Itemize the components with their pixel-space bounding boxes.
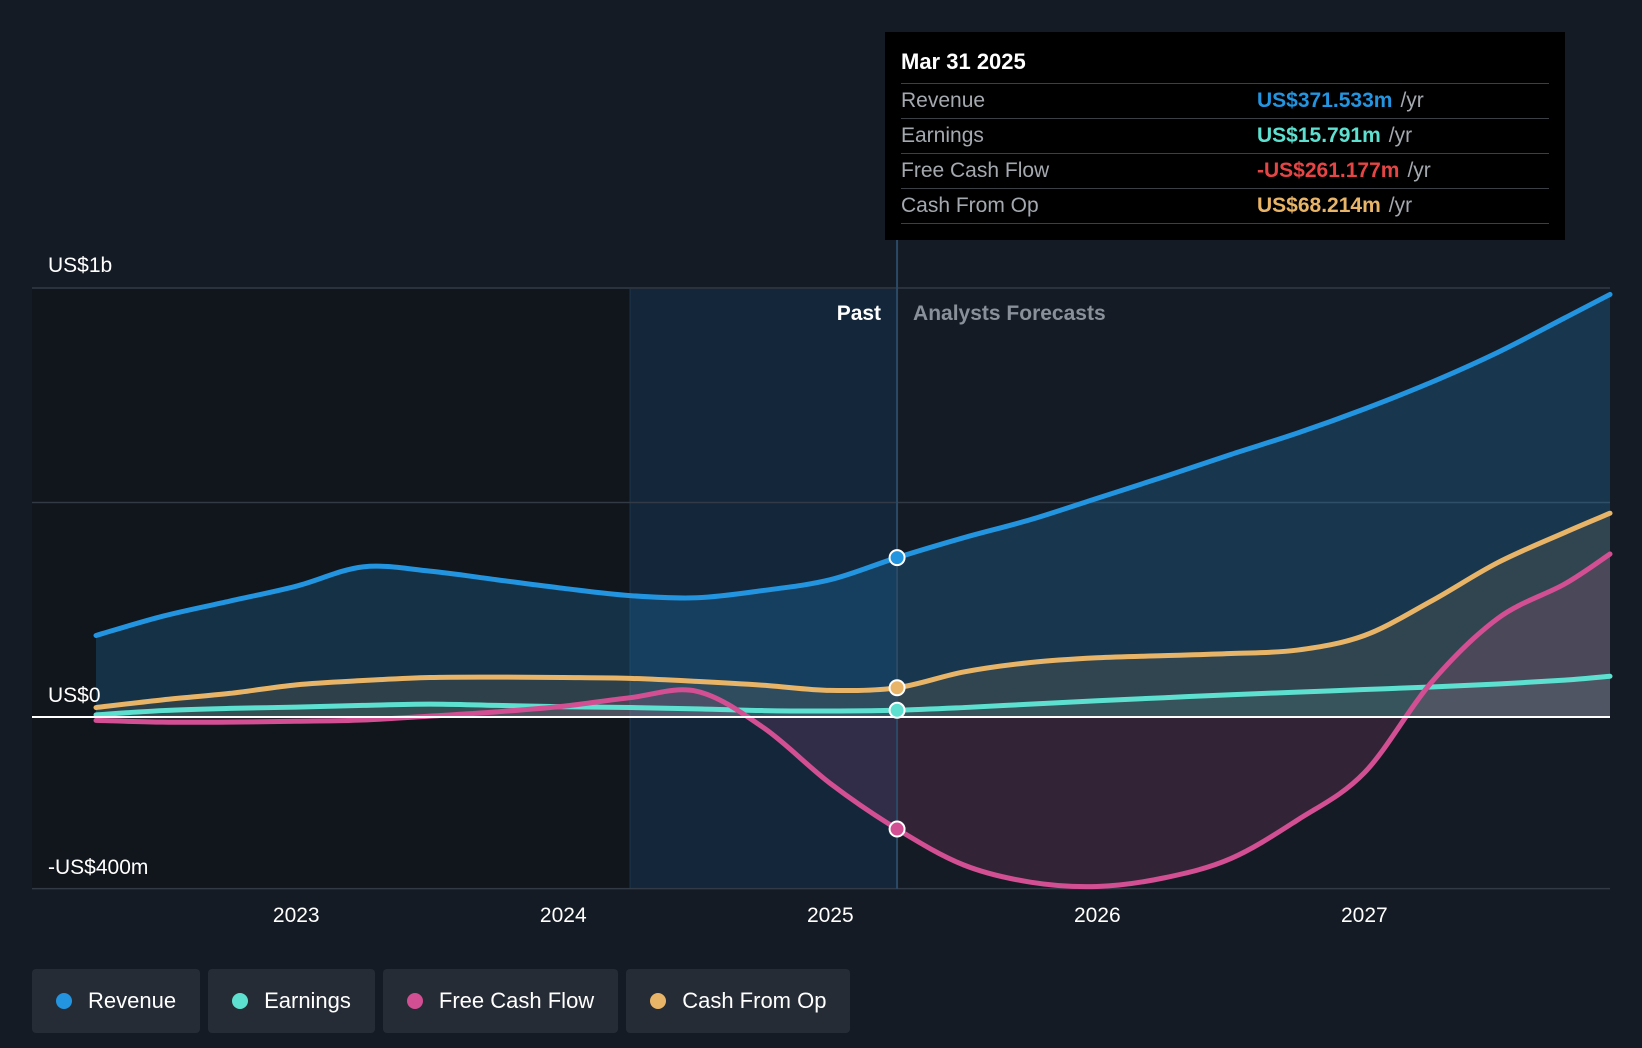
free-cash-flow-line xyxy=(93,551,1613,890)
gridlines xyxy=(32,287,1610,890)
cash-from-op-line xyxy=(93,510,1613,711)
legend-item-cash-from-op[interactable]: Cash From Op xyxy=(626,969,851,1033)
revenue-area xyxy=(96,294,1610,717)
earnings-line xyxy=(93,673,1613,718)
legend-dot-icon xyxy=(406,993,423,1009)
series-lines xyxy=(32,291,1613,890)
legend-label: Cash From Op xyxy=(682,988,827,1013)
y-tick-label: US$0 xyxy=(48,684,101,707)
tooltip-row-unit: /yr xyxy=(1388,124,1413,147)
tooltip-row: Revenue US$371.533m/yr xyxy=(901,83,1549,118)
tooltip-row-value: US$371.533m xyxy=(1257,89,1393,112)
y-axis-labels: US$1b US$0 -US$400m xyxy=(48,254,148,879)
x-tick-label: 2023 xyxy=(273,904,320,927)
legend-dot-icon xyxy=(56,993,72,1009)
legend-dot-icon xyxy=(232,993,249,1009)
tooltip-row: Free Cash Flow -US$261.177m/yr xyxy=(901,153,1549,188)
forecast-label: Analysts Forecasts xyxy=(913,302,1106,325)
legend-item-earnings[interactable]: Earnings xyxy=(208,969,375,1033)
tooltip-row-unit: /yr xyxy=(1400,89,1424,112)
x-tick-label: 2025 xyxy=(807,904,854,927)
earnings-marker-point xyxy=(888,701,906,719)
legend-label: Earnings xyxy=(264,988,351,1013)
revenue-marker-point xyxy=(888,549,906,567)
highlight-markers xyxy=(888,549,906,838)
tooltip-row-unit: /yr xyxy=(1407,159,1431,182)
tooltip-row-value: US$15.791m xyxy=(1257,124,1381,147)
cash-from-op-area xyxy=(96,513,1610,717)
tooltip-row: Earnings US$15.791m/yr xyxy=(901,118,1549,153)
legend-item-free-cash-flow[interactable]: Free Cash Flow xyxy=(382,969,619,1033)
tooltip-row-unit: /yr xyxy=(1388,194,1413,217)
tooltip-date: Mar 31 2025 xyxy=(901,49,1026,74)
tooltip: Mar 31 2025 Revenue US$371.533m/yr Earning… xyxy=(885,32,1565,240)
free-cash-flow-marker-point xyxy=(888,820,906,838)
revenue-line xyxy=(93,291,1613,638)
x-tick-label: 2024 xyxy=(540,904,587,927)
tooltip-row-label: Cash From Op xyxy=(901,194,1039,217)
tooltip-row-label: Earnings xyxy=(901,124,984,147)
x-axis-labels: 2023 2024 2025 2026 2027 xyxy=(273,904,1388,927)
legend-item-revenue[interactable]: Revenue xyxy=(32,969,201,1033)
tooltip-row-label: Free Cash Flow xyxy=(901,159,1050,182)
y-tick-label: US$1b xyxy=(48,254,112,277)
x-tick-label: 2026 xyxy=(1074,904,1121,927)
tooltip-row: Cash From Op US$68.214m/yr xyxy=(901,188,1549,224)
y-tick-label: -US$400m xyxy=(48,856,148,879)
x-tick-label: 2027 xyxy=(1341,904,1388,927)
legend-label: Free Cash Flow xyxy=(438,988,595,1013)
cash-from-op-marker-point xyxy=(888,679,906,697)
tooltip-row-value: -US$261.177m xyxy=(1257,159,1400,182)
past-label: Past xyxy=(837,302,881,325)
tooltip-row-label: Revenue xyxy=(901,89,986,112)
tooltip-row-value: US$68.214m xyxy=(1257,194,1381,217)
legend-dot-icon xyxy=(650,993,667,1009)
free-cash-flow-area xyxy=(96,553,1610,887)
legend-label: Revenue xyxy=(88,988,177,1013)
legend: Revenue Earnings Free Cash Flow Cash From O… xyxy=(32,969,851,1033)
